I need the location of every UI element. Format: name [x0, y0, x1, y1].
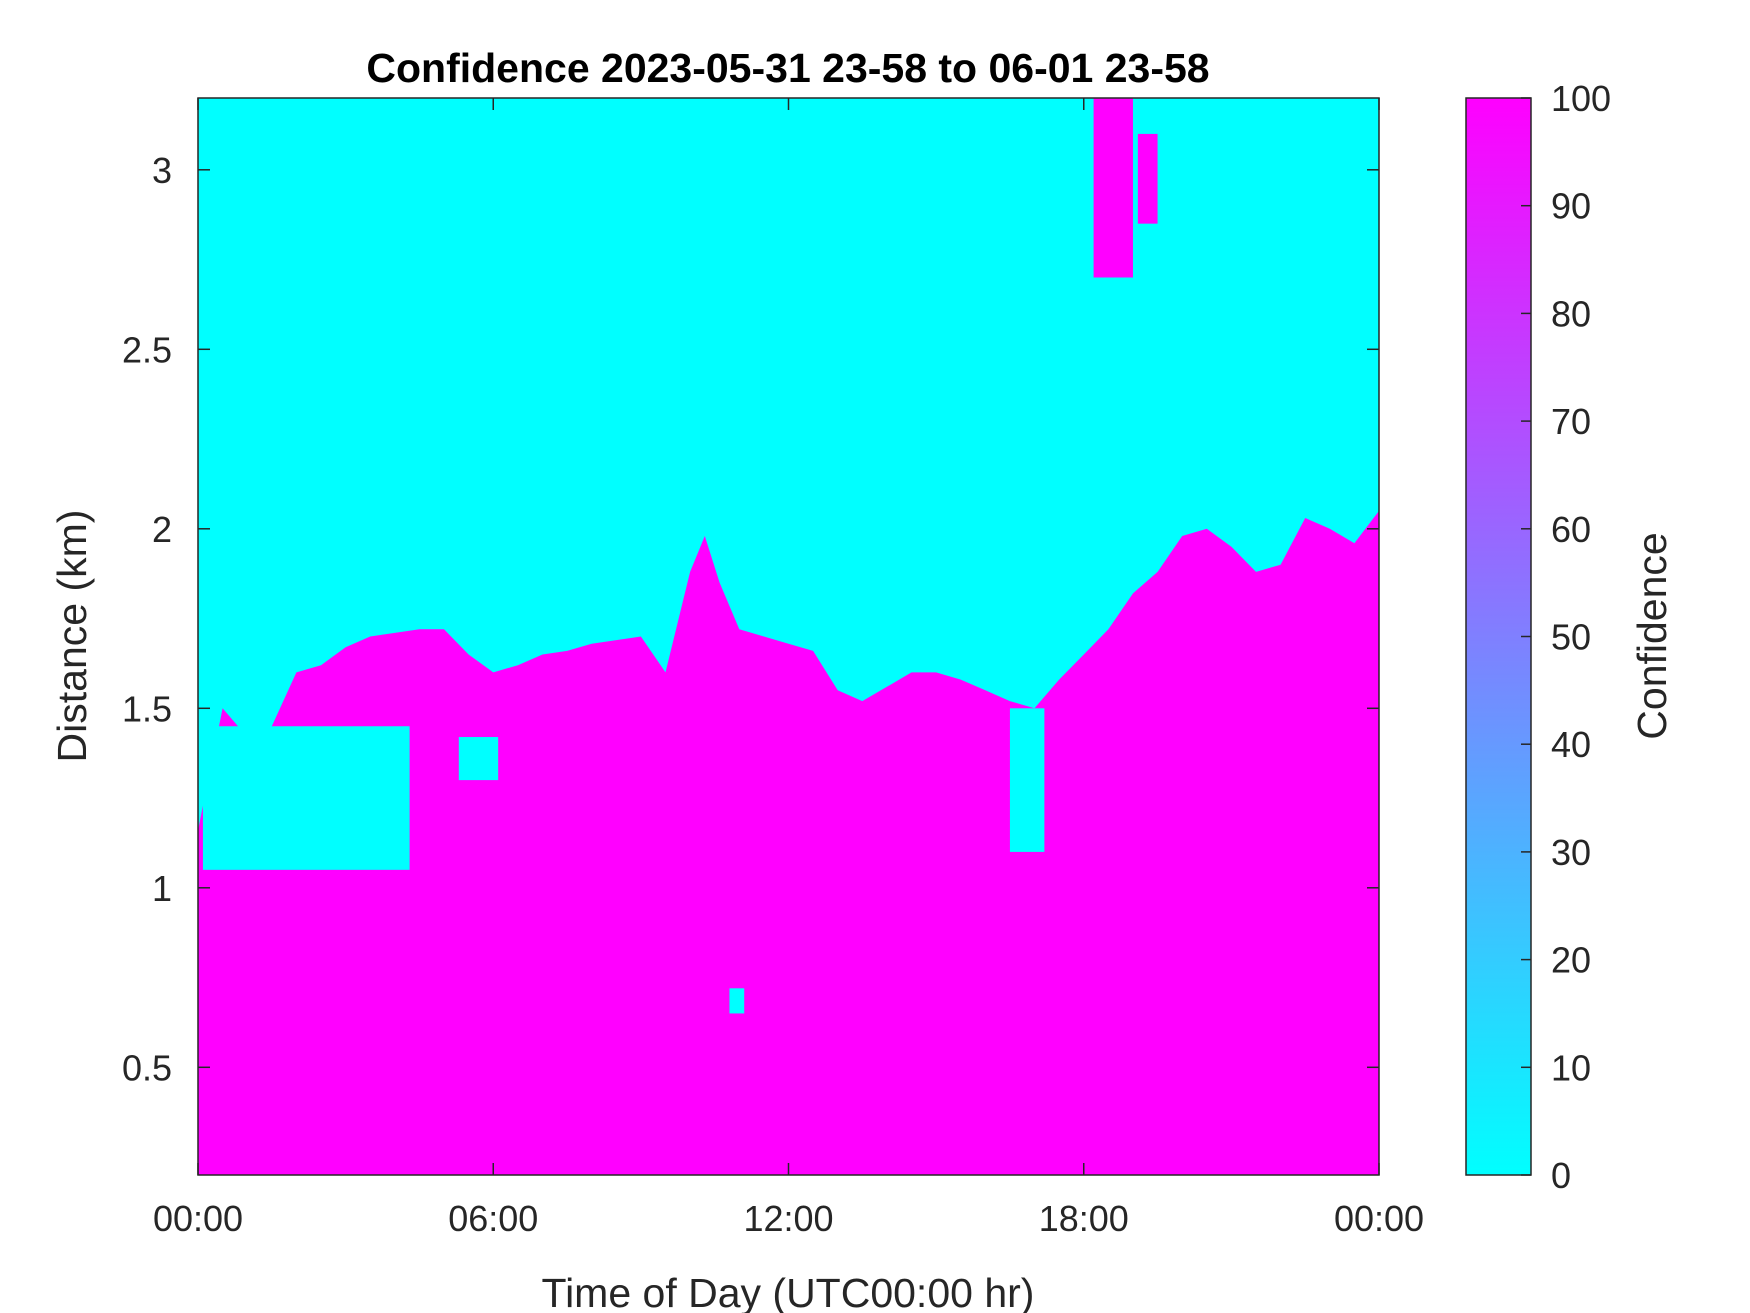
heatmap-patch-high-0: [1093, 98, 1133, 278]
heatmap-patch-low-2: [729, 988, 745, 1014]
heatmap-patch-low-0: [202, 726, 410, 870]
colorbar-tick-label: 30: [1551, 832, 1591, 873]
y-tick-label: 1: [152, 868, 172, 909]
colorbar-tick-label: 60: [1551, 509, 1591, 550]
x-tick-label: 12:00: [743, 1198, 833, 1239]
heatmap-patch-low-3: [1009, 708, 1045, 852]
colorbar: 0 10 20 30 40 50 60 70 80 90 100 Confidence: [1465, 78, 1675, 1196]
x-tick-label: 00:00: [153, 1198, 243, 1239]
colorbar-ticks: 0 10 20 30 40 50 60 70 80 90 100: [1521, 78, 1611, 1196]
x-tick-label: 00:00: [1334, 1198, 1424, 1239]
heatmap-patch-low-1: [458, 737, 499, 781]
heatmap-high-confidence-region: [198, 510, 1379, 1175]
x-axis: 00:00 06:00 12:00 18:00 00:00: [153, 98, 1424, 1239]
heatmap-plot-area: [198, 98, 1379, 1175]
colorbar-label: Confidence: [1629, 532, 1675, 739]
y-tick-label: 2.5: [122, 329, 172, 370]
x-axis-label: Time of Day (UTC00:00 hr): [542, 1270, 1035, 1313]
colorbar-tick-label: 10: [1551, 1047, 1591, 1088]
heatmap-patches: [202, 98, 1158, 1014]
colorbar-tick-label: 90: [1551, 186, 1591, 227]
colorbar-tick-label: 0: [1551, 1155, 1571, 1196]
y-tick-label: 3: [152, 150, 172, 191]
y-axis: 0.5 1 1.5 2 2.5 3: [122, 150, 1379, 1088]
colorbar-tick-label: 20: [1551, 940, 1591, 981]
colorbar-tick-label: 50: [1551, 617, 1591, 658]
colorbar-tick-label: 70: [1551, 401, 1591, 442]
y-tick-label: 0.5: [122, 1047, 172, 1088]
chart-title: Confidence 2023-05-31 23-58 to 06-01 23-…: [366, 45, 1209, 91]
y-tick-label: 1.5: [122, 688, 172, 729]
y-axis-label: Distance (km): [49, 510, 95, 763]
colorbar-gradient: [1465, 97, 1532, 1176]
x-tick-label: 18:00: [1039, 1198, 1129, 1239]
heatmap-patch-high-1: [1137, 133, 1158, 224]
colorbar-tick-label: 100: [1551, 78, 1611, 119]
colorbar-tick-label: 80: [1551, 293, 1591, 334]
colorbar-tick-label: 40: [1551, 724, 1591, 765]
x-tick-label: 06:00: [448, 1198, 538, 1239]
y-tick-label: 2: [152, 509, 172, 550]
